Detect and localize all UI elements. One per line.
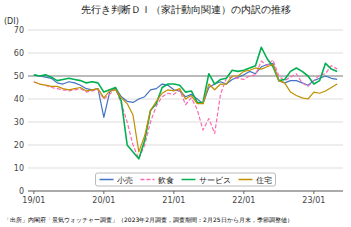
y-label: (DI) <box>4 17 19 26</box>
legend-swatch <box>182 179 196 181</box>
series-line <box>34 65 337 152</box>
grid-line <box>28 122 343 123</box>
reference-line <box>28 76 343 77</box>
y-tick-label: 20 <box>14 141 24 150</box>
legend-swatch <box>239 179 253 181</box>
legend-item: サービス <box>182 176 231 185</box>
x-tick <box>173 191 174 194</box>
y-tick-label: 10 <box>14 164 24 173</box>
chart: 先行き判断ＤＩ（家計動向関連）の内訳の推移 (DI) 0 10 20 30 40 50 60 70… <box>0 0 351 227</box>
grid-line <box>28 76 343 77</box>
legend-item: 飲食 <box>141 176 174 185</box>
x-tick <box>313 191 314 194</box>
grid <box>28 30 343 191</box>
legend-item: 住宅 <box>239 176 272 185</box>
x-tick-label: 21/01 <box>162 196 185 205</box>
plot-area <box>28 47 343 159</box>
legend: 小売 飲食 サービス 住宅 <box>96 173 276 186</box>
y-tick-label: 60 <box>14 49 24 58</box>
legend-box <box>96 173 276 186</box>
grid-line <box>28 30 343 31</box>
legend-swatch <box>100 179 114 181</box>
x-tick <box>33 191 34 194</box>
legend-label: 小売 <box>117 176 133 185</box>
legend-item: 小売 <box>100 176 133 185</box>
x-tick <box>243 191 244 194</box>
series-line <box>34 47 337 159</box>
x-axis <box>28 191 343 192</box>
legend-label: サービス <box>199 176 231 185</box>
y-tick-label: 50 <box>14 72 24 81</box>
x-tick-label: 20/01 <box>92 196 115 205</box>
y-tick-label: 70 <box>14 26 24 35</box>
y-tick-label: 40 <box>14 95 24 104</box>
series-line <box>34 60 337 159</box>
legend-label: 飲食 <box>158 176 174 185</box>
grid-line <box>28 53 343 54</box>
legend-swatch <box>141 179 155 181</box>
title: 先行き判断ＤＩ（家計動向関連）の内訳の推移 <box>81 4 291 15</box>
annotation: 「出所」内閣府「景気ウォッチャー調査」（2023年2月調査，調査期間：2月25日… <box>4 216 293 224</box>
x-tick-label: 19/01 <box>22 196 45 205</box>
x-tick-label: 23/01 <box>302 196 325 205</box>
grid-line <box>28 145 343 146</box>
grid-line <box>28 191 343 192</box>
grid-line <box>28 168 343 169</box>
legend-label: 住宅 <box>256 176 272 185</box>
y-tick-label: 0 <box>19 187 24 196</box>
x-tick-label: 22/01 <box>232 196 255 205</box>
y-tick-label: 30 <box>14 118 24 127</box>
x-tick <box>103 191 104 194</box>
